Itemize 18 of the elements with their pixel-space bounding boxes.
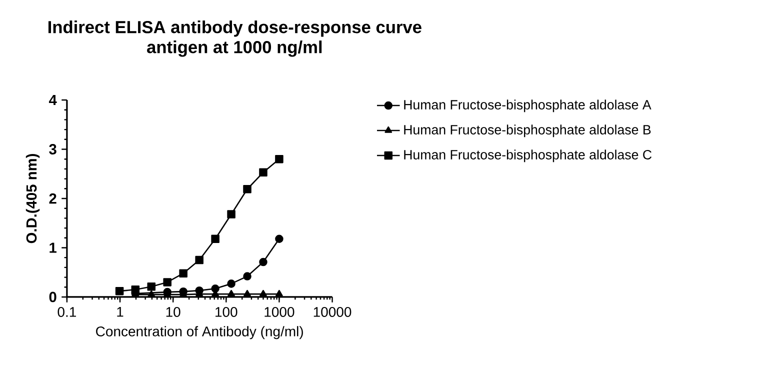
x-tick-label: 10 bbox=[166, 307, 180, 317]
chart-title: Indirect ELISA antibody dose-response curve bbox=[48, 20, 422, 37]
legend-label: Human Fructose-bisphosphate aldolase B bbox=[404, 124, 651, 138]
x-tick-label: 0.1 bbox=[58, 307, 76, 317]
x-tick-label: 1000 bbox=[264, 307, 294, 317]
y-tick-label: 0 bbox=[49, 292, 56, 302]
y-tick-label: 3 bbox=[49, 144, 56, 154]
chart-subtitle: antigen at 1000 ng/ml bbox=[147, 40, 322, 57]
y-tick-label: 1 bbox=[50, 242, 56, 253]
legend-label: Human Fructose-bisphosphate aldolase A bbox=[404, 100, 652, 112]
y-tick-label: 4 bbox=[48, 94, 57, 106]
x-axis-title: Concentration of Antibody (ng/ml) bbox=[96, 326, 303, 340]
y-axis-title: O.D.(405 nm) bbox=[26, 154, 40, 244]
legend-label: Human Fructose-bisphosphate aldolase C bbox=[404, 150, 652, 162]
y-tick-label: 2 bbox=[49, 193, 56, 204]
x-tick-label: 10000 bbox=[314, 307, 352, 317]
x-tick-label: 1 bbox=[117, 307, 124, 317]
x-tick-label: 100 bbox=[216, 307, 238, 317]
